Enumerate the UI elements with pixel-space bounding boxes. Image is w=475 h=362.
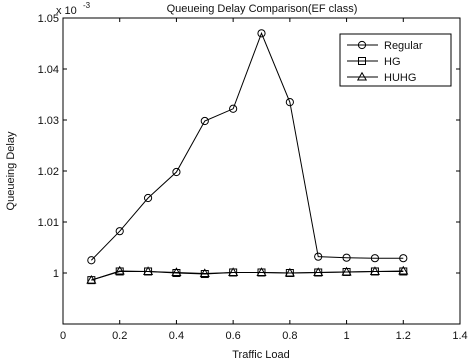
legend-item-regular: Regular xyxy=(347,40,423,52)
legend: Regular HG HUHG xyxy=(339,33,452,87)
series-hg xyxy=(87,267,408,285)
x-tick-label: 0 xyxy=(60,330,66,342)
data-point-regular xyxy=(257,29,266,38)
legend-marker-regular xyxy=(357,40,367,50)
data-point-huhg xyxy=(369,266,380,275)
y-multiplier-base: x 10 xyxy=(56,5,77,17)
data-point-huhg xyxy=(228,267,239,276)
y-tick-label: 1.02 xyxy=(38,166,59,178)
series-line-regular xyxy=(90,31,404,261)
series-line-huhg xyxy=(91,270,404,281)
series-huhg xyxy=(86,265,409,284)
y-tick-label: 1 xyxy=(53,268,59,280)
data-point-huhg xyxy=(341,266,352,276)
data-point-regular xyxy=(285,98,294,107)
legend-marker-hg xyxy=(358,57,366,65)
legend-label-regular: Regular xyxy=(384,40,423,52)
series-regular xyxy=(87,29,408,265)
data-point-huhg xyxy=(284,267,295,277)
data-point-regular xyxy=(314,252,323,261)
y-tick-label: 1.03 xyxy=(38,115,59,127)
data-point-regular xyxy=(172,167,181,177)
data-point-regular xyxy=(87,256,96,265)
x-tick-label: 1 xyxy=(344,330,350,342)
data-point-hg xyxy=(200,270,209,279)
y-multiplier-exponent: -3 xyxy=(83,1,91,10)
data-point-huhg xyxy=(199,268,210,278)
legend-label-huhg: HUHG xyxy=(384,72,416,84)
data-point-regular xyxy=(399,254,408,263)
data-point-huhg xyxy=(114,265,125,275)
data-point-huhg xyxy=(143,266,154,275)
x-tick-label: 0.2 xyxy=(112,330,127,342)
y-tick-label: 1.04 xyxy=(38,64,59,76)
data-point-huhg xyxy=(86,274,97,284)
y-axis: 1 1.01 1.02 1.03 1.04 1.05 xyxy=(38,13,460,280)
x-tick-label: 1.4 xyxy=(452,330,467,342)
legend-label-hg: HG xyxy=(384,56,401,68)
data-point-regular xyxy=(370,254,380,263)
data-point-regular xyxy=(143,193,153,203)
data-point-huhg xyxy=(171,267,182,276)
x-tick-label: 0.4 xyxy=(169,330,184,342)
data-point-regular xyxy=(200,116,209,126)
data-point-huhg xyxy=(256,267,267,276)
data-point-regular xyxy=(115,227,124,236)
series-layer xyxy=(86,29,409,285)
data-point-regular xyxy=(229,104,238,113)
data-point-regular xyxy=(342,253,351,262)
data-point-huhg xyxy=(313,267,324,276)
legend-item-huhg: HUHG xyxy=(347,71,416,84)
x-tick-label: 0.8 xyxy=(282,330,297,342)
x-axis-label: Traffic Load xyxy=(232,349,289,361)
x-tick-label: 1.2 xyxy=(396,330,411,342)
x-axis: 0 0.2 0.4 0.6 0.8 1 1.2 1.4 xyxy=(60,18,468,342)
y-tick-label: 1.01 xyxy=(38,217,59,229)
legend-marker-huhg xyxy=(356,71,368,81)
x-tick-label: 0.6 xyxy=(225,330,240,342)
y-tick-label: 1.05 xyxy=(38,13,59,25)
chart-title: Queueing Delay Comparison(EF class) xyxy=(167,3,358,15)
legend-item-hg: HG xyxy=(347,56,401,68)
data-point-huhg xyxy=(398,265,409,275)
y-axis-label: Queueing Delay xyxy=(5,131,17,210)
y-multiplier: x 10 -3 xyxy=(56,1,91,17)
